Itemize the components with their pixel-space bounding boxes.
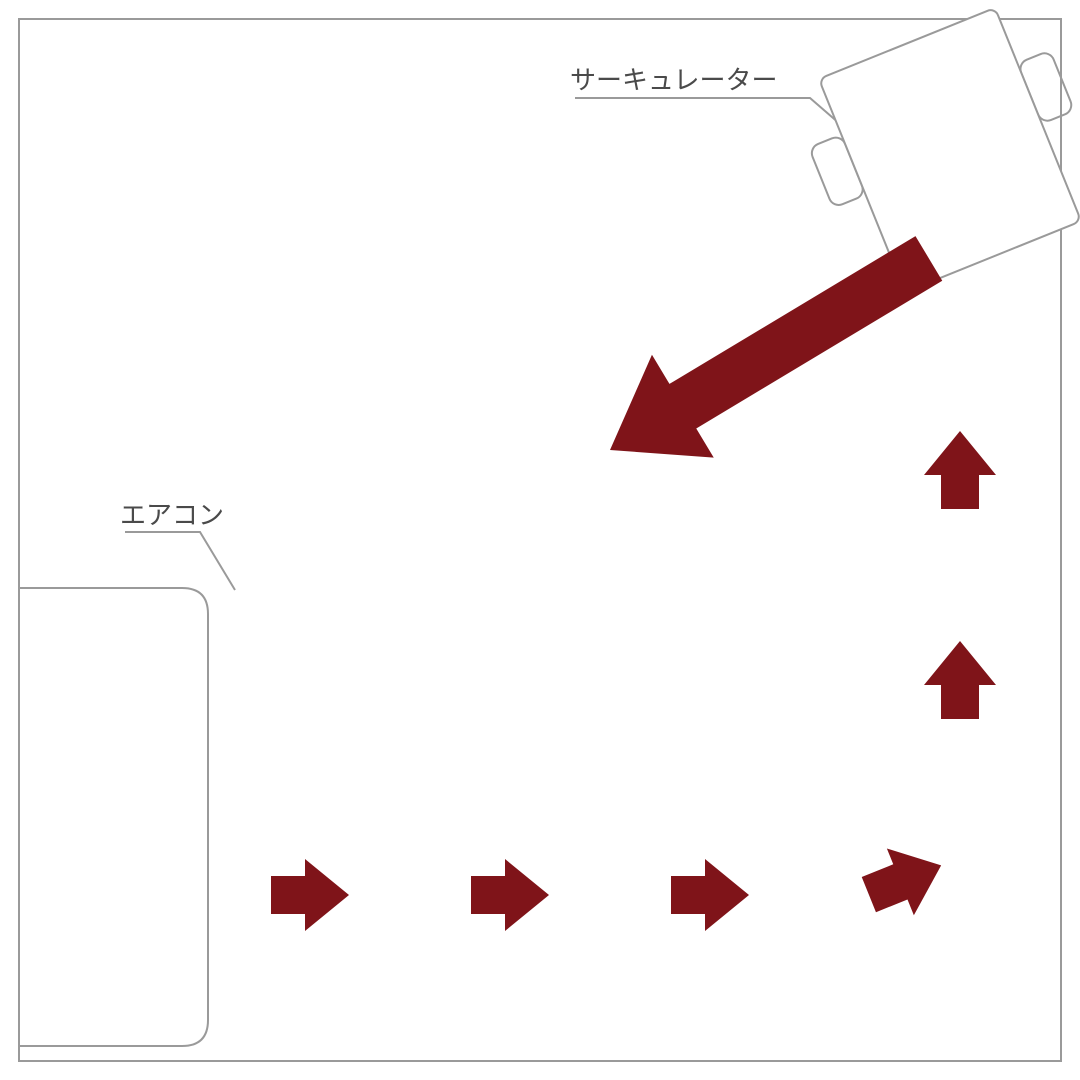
small-arrows xyxy=(0,0,1080,1080)
flow-arrow-2 xyxy=(471,859,549,931)
flow-arrow-5 xyxy=(924,641,996,719)
flow-arrow-6 xyxy=(924,431,996,509)
flow-arrow-4 xyxy=(855,832,954,928)
flow-arrow-1 xyxy=(271,859,349,931)
flow-arrow-3 xyxy=(671,859,749,931)
